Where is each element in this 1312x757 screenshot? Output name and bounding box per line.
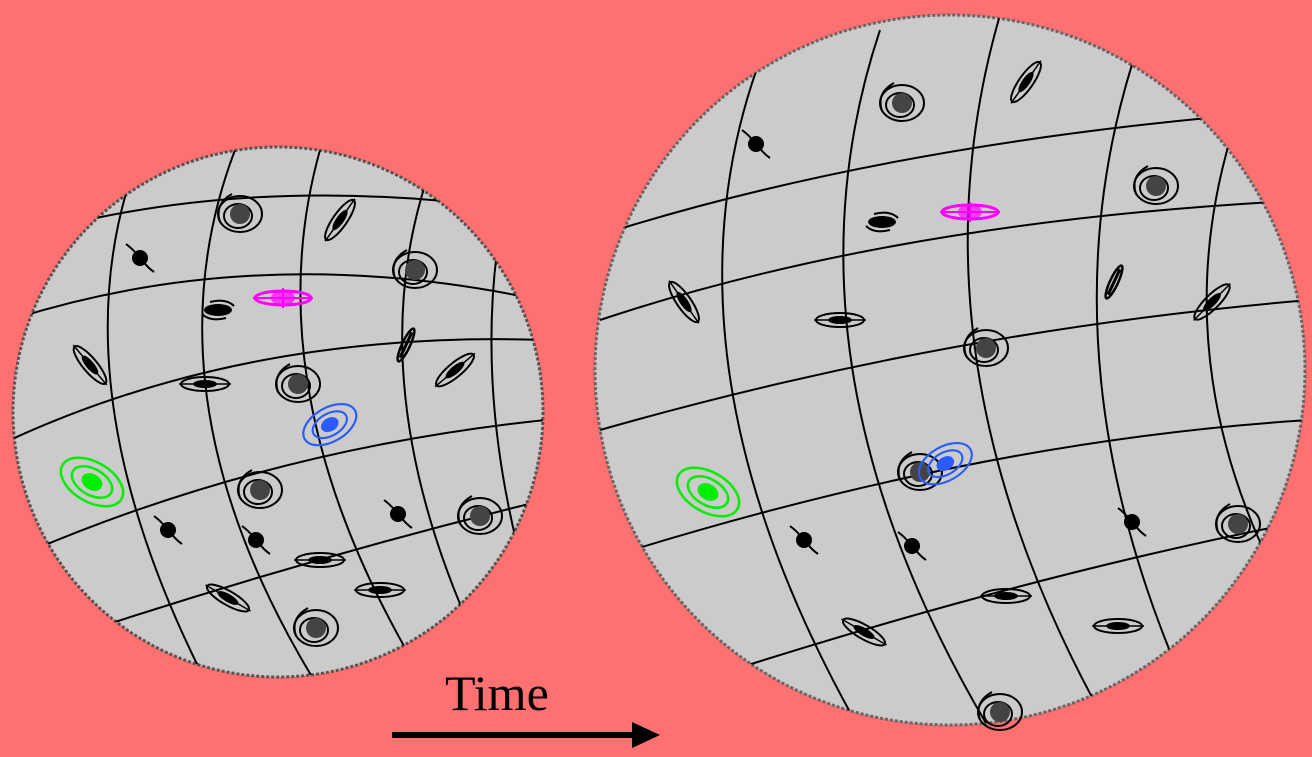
universe-early-sphere <box>11 145 545 679</box>
universe-later-sphere <box>593 13 1307 731</box>
time-label: Time <box>445 665 549 721</box>
time-arrow-icon <box>392 722 660 748</box>
